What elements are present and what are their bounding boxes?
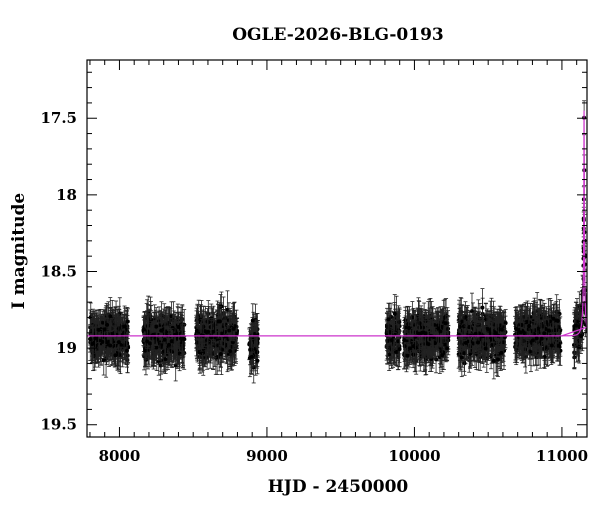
data-point [211, 323, 216, 328]
data-point [163, 357, 168, 362]
data-point [223, 316, 228, 321]
data-point [179, 340, 184, 345]
data-point [154, 345, 159, 350]
data-point [145, 339, 150, 344]
data-point [97, 338, 102, 343]
data-point [389, 338, 394, 343]
data-point [88, 336, 93, 341]
data-layer [87, 100, 587, 384]
data-point [96, 327, 101, 332]
data-point [255, 358, 260, 363]
plot-area [87, 100, 587, 384]
data-point [102, 327, 107, 332]
data-point [116, 340, 121, 345]
data-point [194, 328, 199, 333]
data-point [108, 343, 113, 348]
data-point [157, 340, 162, 345]
data-point [180, 336, 185, 341]
data-point [176, 324, 181, 329]
data-point [397, 320, 402, 325]
data-point [199, 333, 204, 338]
data-point [227, 328, 232, 333]
data-point [169, 339, 174, 344]
data-point [124, 327, 129, 332]
data-point [222, 330, 227, 335]
data-point [105, 322, 110, 327]
data-point [216, 343, 221, 348]
data-point [250, 318, 255, 323]
data-point [230, 340, 235, 345]
data-point [125, 319, 130, 324]
data-point [170, 325, 175, 330]
data-point [108, 314, 113, 319]
data-point [218, 352, 223, 357]
y-axis-title: I magnitude [9, 193, 29, 310]
data-point [177, 351, 182, 356]
data-point [249, 347, 254, 352]
data-point [113, 353, 118, 358]
data-point [93, 336, 98, 341]
data-point [100, 339, 105, 344]
data-point [159, 328, 164, 333]
data-point [391, 334, 396, 339]
data-point [158, 363, 163, 368]
chart-title: OGLE-2026-BLG-0193 [232, 25, 444, 45]
data-point [217, 319, 222, 324]
data-point [154, 324, 159, 329]
data-point [93, 343, 98, 348]
data-point [206, 329, 211, 334]
data-point [211, 329, 216, 334]
data-point [122, 324, 127, 329]
data-point [231, 326, 236, 331]
data-point [147, 341, 152, 346]
data-point [386, 317, 391, 322]
data-point [249, 354, 254, 359]
data-point [228, 349, 233, 354]
data-point [167, 342, 172, 347]
data-point [145, 333, 150, 338]
data-point [219, 304, 224, 309]
data-point [125, 348, 130, 353]
data-point [90, 342, 95, 347]
data-point [217, 336, 222, 341]
data-point [162, 337, 167, 342]
x-axis-title: HJD - 2450000 [268, 477, 409, 497]
data-point [397, 347, 402, 352]
data-point [219, 331, 224, 336]
data-point [100, 320, 105, 325]
data-point [143, 348, 148, 353]
data-point [410, 315, 415, 320]
data-point [392, 311, 397, 316]
data-point [180, 343, 185, 348]
